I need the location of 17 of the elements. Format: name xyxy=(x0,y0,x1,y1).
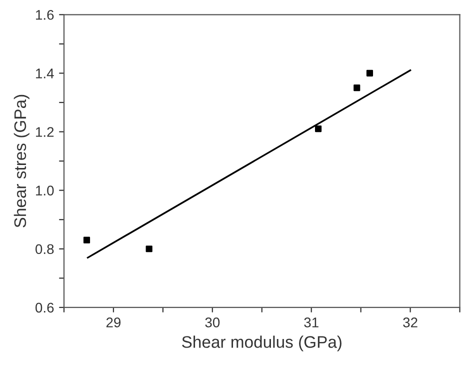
y-tick-label: 1.6 xyxy=(36,10,54,20)
point xyxy=(314,126,322,132)
x-tick-label: 31 xyxy=(304,318,318,328)
y-axis-title: Shear stres (GPa) xyxy=(14,94,30,228)
point xyxy=(354,84,360,92)
x-tick-label: 30 xyxy=(205,318,220,328)
y-tick-label: 0.8 xyxy=(36,244,54,254)
y-tick-label: 0.6 xyxy=(36,302,54,313)
y-tick-label: 1.0 xyxy=(36,186,54,196)
x-tick-label: 32 xyxy=(403,318,418,328)
x-tick-label: 29 xyxy=(106,318,121,328)
point xyxy=(366,70,374,76)
x-axis-title: Shear modulus (GPa) xyxy=(182,336,342,352)
point xyxy=(83,236,90,244)
point xyxy=(146,246,152,252)
y-tick-label: 1.4 xyxy=(36,68,54,78)
y-tick-label: 1.2 xyxy=(36,127,54,137)
